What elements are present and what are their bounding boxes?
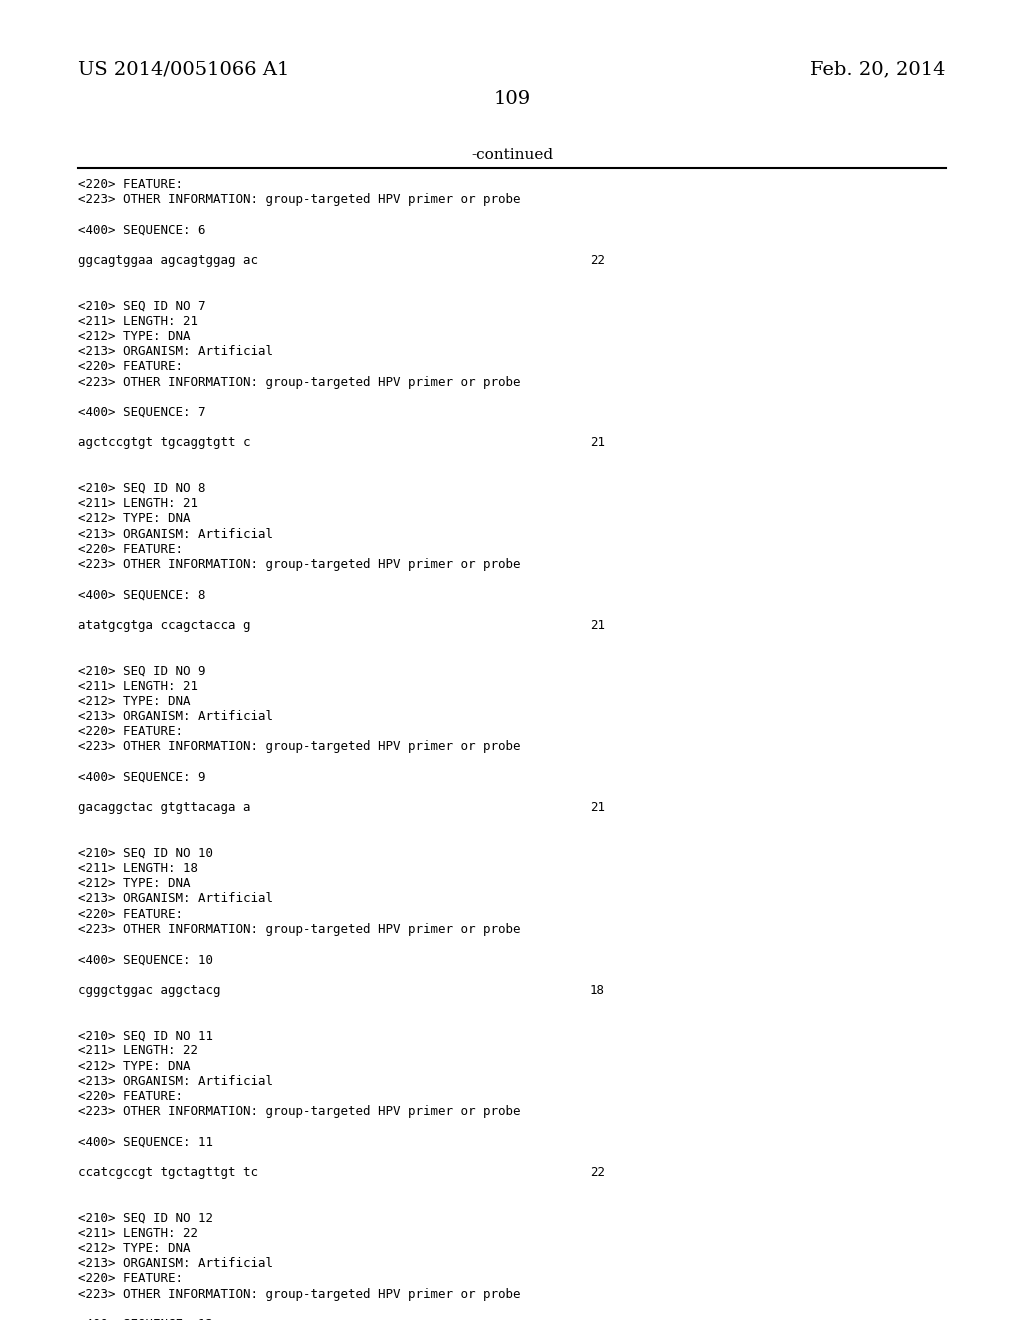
- Text: agctccgtgt tgcaggtgtt c: agctccgtgt tgcaggtgtt c: [78, 437, 251, 449]
- Text: <220> FEATURE:: <220> FEATURE:: [78, 1272, 183, 1286]
- Text: <213> ORGANISM: Artificial: <213> ORGANISM: Artificial: [78, 1257, 273, 1270]
- Text: 21: 21: [590, 437, 605, 449]
- Text: <223> OTHER INFORMATION: group-targeted HPV primer or probe: <223> OTHER INFORMATION: group-targeted …: [78, 1105, 520, 1118]
- Text: <220> FEATURE:: <220> FEATURE:: [78, 543, 183, 556]
- Text: <213> ORGANISM: Artificial: <213> ORGANISM: Artificial: [78, 528, 273, 541]
- Text: <400> SEQUENCE: 11: <400> SEQUENCE: 11: [78, 1135, 213, 1148]
- Text: 22: 22: [590, 253, 605, 267]
- Text: <223> OTHER INFORMATION: group-targeted HPV primer or probe: <223> OTHER INFORMATION: group-targeted …: [78, 193, 520, 206]
- Text: <223> OTHER INFORMATION: group-targeted HPV primer or probe: <223> OTHER INFORMATION: group-targeted …: [78, 741, 520, 754]
- Text: <400> SEQUENCE: 12: <400> SEQUENCE: 12: [78, 1317, 213, 1320]
- Text: atatgcgtga ccagctacca g: atatgcgtga ccagctacca g: [78, 619, 251, 632]
- Text: <213> ORGANISM: Artificial: <213> ORGANISM: Artificial: [78, 892, 273, 906]
- Text: <210> SEQ ID NO 10: <210> SEQ ID NO 10: [78, 847, 213, 859]
- Text: <211> LENGTH: 21: <211> LENGTH: 21: [78, 314, 198, 327]
- Text: <220> FEATURE:: <220> FEATURE:: [78, 1090, 183, 1104]
- Text: <213> ORGANISM: Artificial: <213> ORGANISM: Artificial: [78, 346, 273, 358]
- Text: <210> SEQ ID NO 7: <210> SEQ ID NO 7: [78, 300, 206, 313]
- Text: <211> LENGTH: 22: <211> LENGTH: 22: [78, 1226, 198, 1239]
- Text: <212> TYPE: DNA: <212> TYPE: DNA: [78, 1060, 190, 1073]
- Text: <400> SEQUENCE: 8: <400> SEQUENCE: 8: [78, 589, 206, 602]
- Text: Feb. 20, 2014: Feb. 20, 2014: [811, 59, 946, 78]
- Text: <211> LENGTH: 22: <211> LENGTH: 22: [78, 1044, 198, 1057]
- Text: <212> TYPE: DNA: <212> TYPE: DNA: [78, 878, 190, 890]
- Text: ccatcgccgt tgctagttgt tc: ccatcgccgt tgctagttgt tc: [78, 1166, 258, 1179]
- Text: <212> TYPE: DNA: <212> TYPE: DNA: [78, 512, 190, 525]
- Text: <212> TYPE: DNA: <212> TYPE: DNA: [78, 330, 190, 343]
- Text: <220> FEATURE:: <220> FEATURE:: [78, 908, 183, 920]
- Text: <400> SEQUENCE: 6: <400> SEQUENCE: 6: [78, 223, 206, 236]
- Text: <220> FEATURE:: <220> FEATURE:: [78, 360, 183, 374]
- Text: <223> OTHER INFORMATION: group-targeted HPV primer or probe: <223> OTHER INFORMATION: group-targeted …: [78, 558, 520, 572]
- Text: <211> LENGTH: 18: <211> LENGTH: 18: [78, 862, 198, 875]
- Text: <220> FEATURE:: <220> FEATURE:: [78, 178, 183, 191]
- Text: 21: 21: [590, 619, 605, 632]
- Text: 22: 22: [590, 1166, 605, 1179]
- Text: <210> SEQ ID NO 11: <210> SEQ ID NO 11: [78, 1030, 213, 1043]
- Text: <223> OTHER INFORMATION: group-targeted HPV primer or probe: <223> OTHER INFORMATION: group-targeted …: [78, 1287, 520, 1300]
- Text: <223> OTHER INFORMATION: group-targeted HPV primer or probe: <223> OTHER INFORMATION: group-targeted …: [78, 923, 520, 936]
- Text: <210> SEQ ID NO 9: <210> SEQ ID NO 9: [78, 664, 206, 677]
- Text: 109: 109: [494, 90, 530, 108]
- Text: ggcagtggaa agcagtggag ac: ggcagtggaa agcagtggag ac: [78, 253, 258, 267]
- Text: 18: 18: [590, 983, 605, 997]
- Text: <210> SEQ ID NO 8: <210> SEQ ID NO 8: [78, 482, 206, 495]
- Text: <213> ORGANISM: Artificial: <213> ORGANISM: Artificial: [78, 1074, 273, 1088]
- Text: cgggctggac aggctacg: cgggctggac aggctacg: [78, 983, 220, 997]
- Text: <213> ORGANISM: Artificial: <213> ORGANISM: Artificial: [78, 710, 273, 723]
- Text: 21: 21: [590, 801, 605, 814]
- Text: <211> LENGTH: 21: <211> LENGTH: 21: [78, 498, 198, 511]
- Text: <400> SEQUENCE: 10: <400> SEQUENCE: 10: [78, 953, 213, 966]
- Text: <220> FEATURE:: <220> FEATURE:: [78, 725, 183, 738]
- Text: <211> LENGTH: 21: <211> LENGTH: 21: [78, 680, 198, 693]
- Text: <212> TYPE: DNA: <212> TYPE: DNA: [78, 1242, 190, 1255]
- Text: <223> OTHER INFORMATION: group-targeted HPV primer or probe: <223> OTHER INFORMATION: group-targeted …: [78, 376, 520, 388]
- Text: US 2014/0051066 A1: US 2014/0051066 A1: [78, 59, 290, 78]
- Text: <400> SEQUENCE: 9: <400> SEQUENCE: 9: [78, 771, 206, 784]
- Text: <400> SEQUENCE: 7: <400> SEQUENCE: 7: [78, 407, 206, 418]
- Text: <210> SEQ ID NO 12: <210> SEQ ID NO 12: [78, 1212, 213, 1225]
- Text: -continued: -continued: [471, 148, 553, 162]
- Text: <212> TYPE: DNA: <212> TYPE: DNA: [78, 694, 190, 708]
- Text: gacaggctac gtgttacaga a: gacaggctac gtgttacaga a: [78, 801, 251, 814]
